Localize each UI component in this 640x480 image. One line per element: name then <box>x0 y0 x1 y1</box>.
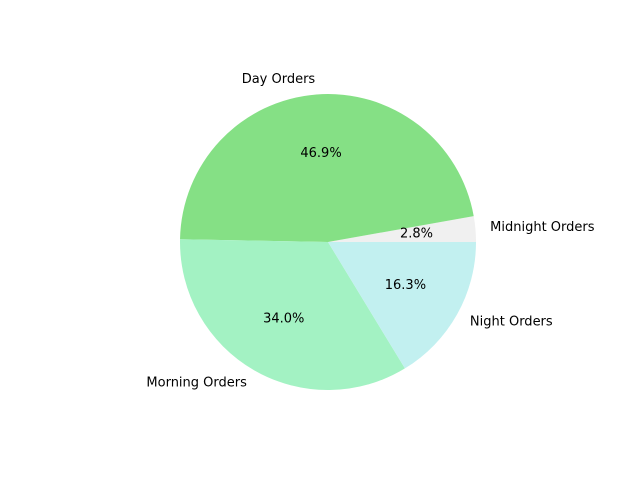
slice-label-night-orders: Night Orders <box>470 314 553 329</box>
pie-slice-night-orders <box>328 242 476 369</box>
percent-label-day-orders: 46.9% <box>300 146 341 161</box>
slice-label-day-orders: Day Orders <box>242 72 316 87</box>
pie-slice-morning-orders <box>180 239 405 391</box>
percent-label-night-orders: 16.3% <box>385 278 426 293</box>
pie-labels: Midnight Orders 2.8% Day Orders 46.9% Mornin… <box>146 72 594 390</box>
slice-label-morning-orders: Morning Orders <box>146 376 247 391</box>
pie-slice-midnight-orders <box>328 216 476 242</box>
pie-slices <box>180 93 476 391</box>
pie-slice-day-orders <box>180 93 474 242</box>
slice-label-midnight-orders: Midnight Orders <box>490 220 595 235</box>
percent-label-midnight-orders: 2.8% <box>400 227 433 242</box>
percent-label-morning-orders: 34.0% <box>263 311 304 326</box>
